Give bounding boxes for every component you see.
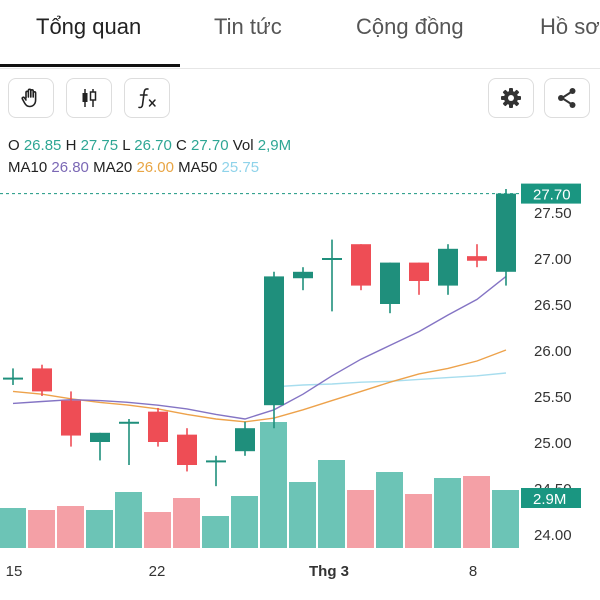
share-icon (558, 88, 576, 108)
candle-body (496, 193, 516, 272)
volume-bar (492, 490, 519, 548)
candle-body (119, 421, 139, 424)
high-label: H (65, 137, 77, 154)
indicators-button[interactable] (124, 78, 170, 118)
candle-body (351, 244, 371, 286)
ma20-line (12, 349, 507, 423)
volume-bar (405, 494, 432, 548)
candle-body (467, 256, 487, 261)
volume-tag (521, 488, 581, 508)
share-button[interactable] (544, 78, 590, 118)
volume-bar (289, 482, 316, 548)
volume-value: 2,9M (257, 137, 292, 154)
ma50-line (273, 372, 507, 388)
ma20-value: 26.00 (136, 159, 174, 176)
ma10-line (12, 275, 507, 420)
tab-profile[interactable]: Hồ sơ (540, 14, 600, 39)
active-tab-indicator (0, 64, 180, 67)
current-price-tag (521, 183, 581, 204)
open-value: 26.85 (23, 137, 62, 154)
gear-icon (501, 88, 521, 108)
candle-body (90, 432, 110, 442)
ma20-label: MA20 (93, 159, 133, 176)
volume-bar (463, 476, 490, 548)
candle-body (61, 400, 81, 436)
chart-toolbar (0, 76, 600, 122)
price-tick-label: 27.00 (534, 251, 572, 268)
volume-bar (347, 490, 374, 548)
x-tick-label: 8 (469, 563, 477, 580)
candle-body (380, 262, 400, 304)
volume-bar (173, 498, 200, 548)
x-tick-label: Thg 3 (309, 563, 349, 580)
volume-bar (231, 496, 258, 548)
candle-body (3, 377, 23, 380)
x-tick-label: 15 (6, 563, 23, 580)
volume-bar (376, 472, 403, 548)
function-icon (138, 88, 156, 109)
candle-body (322, 258, 342, 260)
ma10-value: 26.80 (51, 159, 89, 176)
candle-body (32, 368, 52, 392)
candlestick-icon (82, 89, 97, 107)
candle-body (177, 434, 197, 465)
high-value: 27.75 (80, 137, 119, 154)
candle-body (409, 262, 429, 281)
close-value: 27.70 (191, 137, 229, 154)
volume-bar (115, 492, 142, 548)
volume-bar (318, 460, 345, 548)
chart-type-button[interactable] (66, 78, 112, 118)
open-label: O (8, 137, 20, 154)
price-tick-label: 26.00 (534, 343, 572, 360)
volume-bar (260, 422, 287, 548)
close-label: C (175, 137, 187, 154)
candle-body (235, 428, 255, 452)
candle-body (438, 248, 458, 286)
volume-bar (57, 506, 84, 548)
ohlc-readout: O 26.85 H 27.75 L 26.70 C 27.70 Vol 2,9M (8, 137, 291, 154)
low-value: 26.70 (134, 137, 172, 154)
volume-bar (86, 510, 113, 548)
tab-overview[interactable]: Tổng quan (36, 14, 142, 39)
volume-bar (434, 478, 461, 548)
tab-community[interactable]: Cộng đồng (356, 14, 464, 39)
ma10-label: MA10 (8, 159, 48, 176)
settings-button[interactable] (488, 78, 534, 118)
price-tick-label: 27.50 (534, 205, 572, 222)
tab-bar: Tổng quan Tin tức Cộng đồng Hồ sơ (0, 0, 600, 69)
volume-bar (202, 516, 229, 548)
price-tick-label: 25.50 (534, 389, 572, 406)
moving-average-readout: MA10 26.80 MA20 26.00 MA50 25.75 (8, 159, 259, 176)
ma50-value: 25.75 (221, 159, 260, 176)
candle-body (148, 411, 168, 442)
volume-tag-label: 2.9M (533, 491, 566, 508)
x-tick-label: 22 (149, 563, 166, 580)
price-chart[interactable]: 28.0027.5027.0026.5026.0025.5025.0024.50… (0, 178, 600, 600)
volume-bar (0, 508, 26, 548)
candle-body (264, 276, 284, 406)
candle-body (293, 271, 313, 279)
price-tick-label: 24.00 (534, 527, 572, 544)
volume-bar (28, 510, 55, 548)
tab-news[interactable]: Tin tức (214, 14, 282, 39)
volume-label: Vol (232, 137, 254, 154)
low-label: L (122, 137, 131, 154)
price-tick-label: 26.50 (534, 297, 572, 314)
price-tick-label: 25.00 (534, 435, 572, 452)
hand-icon (21, 88, 37, 108)
candle-body (206, 460, 226, 463)
current-price-tag-label: 27.70 (533, 187, 571, 204)
hand-tool-button[interactable] (8, 78, 54, 118)
ma50-label: MA50 (178, 159, 218, 176)
volume-bar (144, 512, 171, 548)
